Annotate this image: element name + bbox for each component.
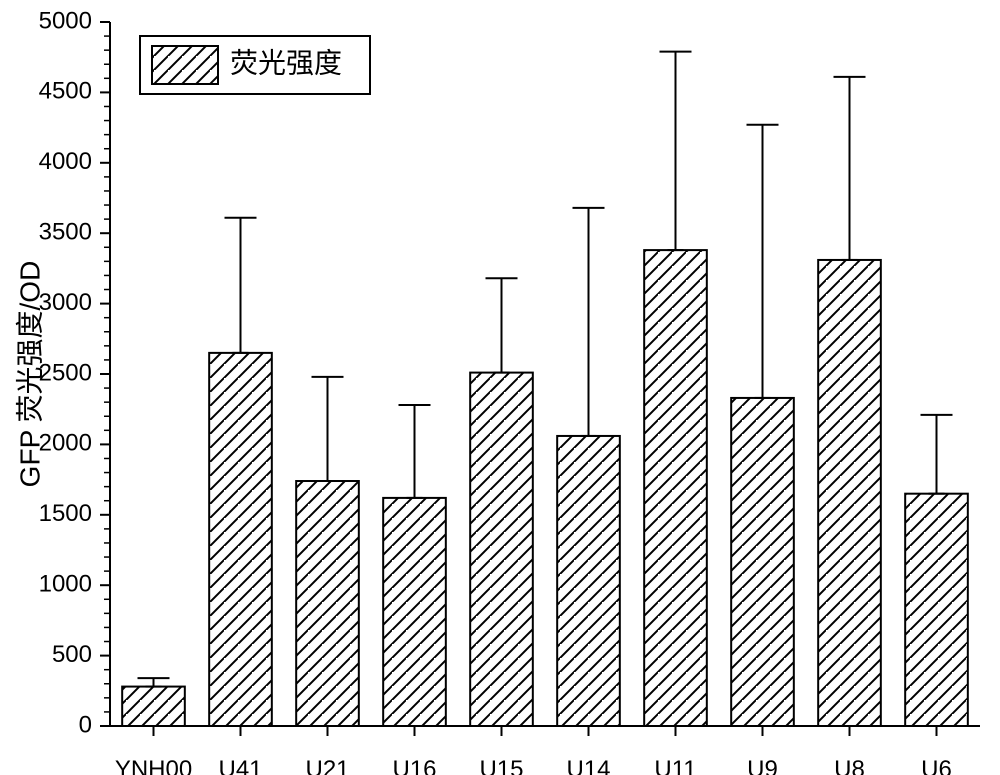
x-tick-label: U16 <box>392 756 436 775</box>
chart-container: 0 500 1000 1500 2000 2500 3000 3500 4000 4500 5000… <box>0 0 1000 775</box>
bar <box>905 494 968 726</box>
bar <box>122 687 185 726</box>
x-tick-label: U41 <box>218 756 262 775</box>
y-tick-label: 3000 <box>39 289 92 316</box>
x-tick-label: U14 <box>566 756 610 775</box>
y-axis-label: GFP 荧光强度/OD <box>14 261 45 488</box>
y-tick-label: 1500 <box>39 500 92 527</box>
y-tick-label: 4500 <box>39 78 92 105</box>
x-tick-label: U11 <box>654 756 696 775</box>
x-tick-label: U8 <box>834 756 865 775</box>
legend-label: 荧光强度 <box>230 47 342 78</box>
x-tick-label: U15 <box>479 756 523 775</box>
bar <box>383 498 446 726</box>
bar <box>644 250 707 726</box>
y-tick-label: 0 <box>79 711 92 738</box>
bar-chart: 0 500 1000 1500 2000 2500 3000 3500 4000 4500 5000… <box>0 0 1000 775</box>
bar <box>731 398 794 726</box>
bar <box>470 373 533 726</box>
y-tick-label: 1000 <box>39 571 92 598</box>
bar <box>818 260 881 726</box>
y-tick-label: 5000 <box>39 7 92 34</box>
legend-swatch <box>152 46 218 84</box>
x-tick-label: U6 <box>921 756 952 775</box>
y-tick-label: 3500 <box>39 219 92 246</box>
x-tick-label: U9 <box>747 756 778 775</box>
x-tick-label: U21 <box>305 756 349 775</box>
bar <box>296 481 359 726</box>
y-tick-label: 500 <box>52 641 92 668</box>
y-tick-label: 4000 <box>39 148 92 175</box>
bar <box>209 353 272 726</box>
y-tick-label: 2500 <box>39 359 92 386</box>
bar <box>557 436 620 726</box>
x-tick-label: YNH00 <box>115 756 192 775</box>
y-tick-label: 2000 <box>39 430 92 457</box>
